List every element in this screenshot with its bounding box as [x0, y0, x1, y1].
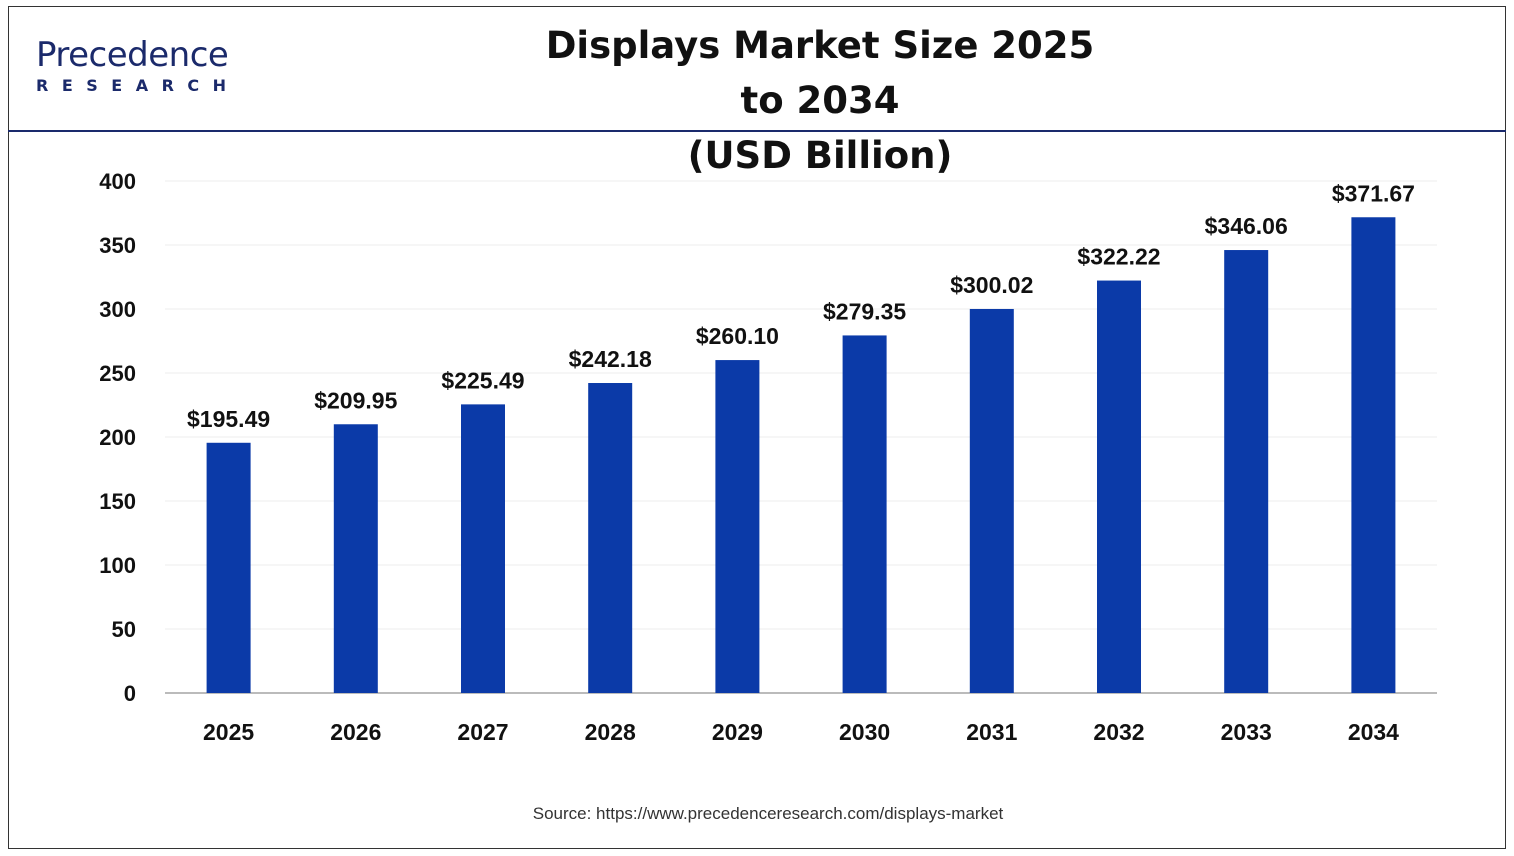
- x-tick-label: 2033: [1221, 719, 1272, 745]
- logo-wordmark: Precedence: [36, 35, 229, 75]
- bar-2031: [969, 308, 1014, 693]
- data-label: $260.10: [696, 323, 779, 349]
- source-note: Source: https://www.precedenceresearch.c…: [532, 804, 1004, 823]
- title-line-1: Displays Market Size 2025 to 2034: [545, 24, 1095, 122]
- bar-2026: [333, 424, 378, 693]
- logo-subtitle: RESEARCH: [36, 76, 240, 95]
- x-tick-label: 2025: [203, 719, 254, 745]
- data-label: $300.02: [950, 272, 1033, 298]
- header-divider: [8, 130, 1506, 132]
- y-tick-label: 350: [99, 233, 136, 258]
- y-tick-label: 250: [99, 361, 136, 386]
- bar-2032: [1097, 280, 1141, 693]
- y-tick-label: 300: [99, 297, 136, 322]
- data-label: $195.49: [187, 406, 270, 432]
- x-tick-label: 2030: [839, 719, 890, 745]
- data-label: $242.18: [569, 346, 652, 372]
- bar-2030: [842, 335, 887, 693]
- x-tick-label: 2027: [457, 719, 508, 745]
- data-label: $371.67: [1332, 180, 1415, 206]
- bar-2034: [1351, 217, 1396, 694]
- y-tick-label: 100: [99, 553, 136, 578]
- bar-2029: [715, 360, 760, 693]
- title-line-2: (USD Billion): [687, 134, 953, 177]
- y-tick-label: 400: [99, 169, 136, 194]
- precedence-research-logo: Precedence RESEARCH: [36, 38, 240, 95]
- x-tick-label: 2031: [966, 719, 1017, 745]
- bar-2028: [588, 383, 633, 693]
- data-label: $225.49: [441, 367, 524, 393]
- data-label: $209.95: [314, 387, 397, 413]
- y-tick-label: 150: [99, 489, 136, 514]
- chart-frame: [8, 6, 1506, 849]
- y-tick-label: 0: [124, 681, 136, 706]
- x-tick-label: 2028: [585, 719, 636, 745]
- chart-title: Displays Market Size 2025 to 2034 (USD B…: [520, 18, 1120, 183]
- data-label: $346.06: [1205, 213, 1288, 239]
- x-tick-label: 2029: [712, 719, 763, 745]
- bar-2033: [1224, 250, 1269, 693]
- bar-2027: [461, 404, 505, 693]
- bar-2025: [206, 442, 251, 693]
- x-tick-label: 2034: [1348, 719, 1399, 745]
- y-tick-label: 200: [99, 425, 136, 450]
- x-tick-label: 2032: [1093, 719, 1144, 745]
- data-label: $279.35: [823, 298, 906, 324]
- x-tick-label: 2026: [330, 719, 381, 745]
- y-tick-label: 50: [112, 617, 136, 642]
- data-label: $322.22: [1077, 244, 1160, 270]
